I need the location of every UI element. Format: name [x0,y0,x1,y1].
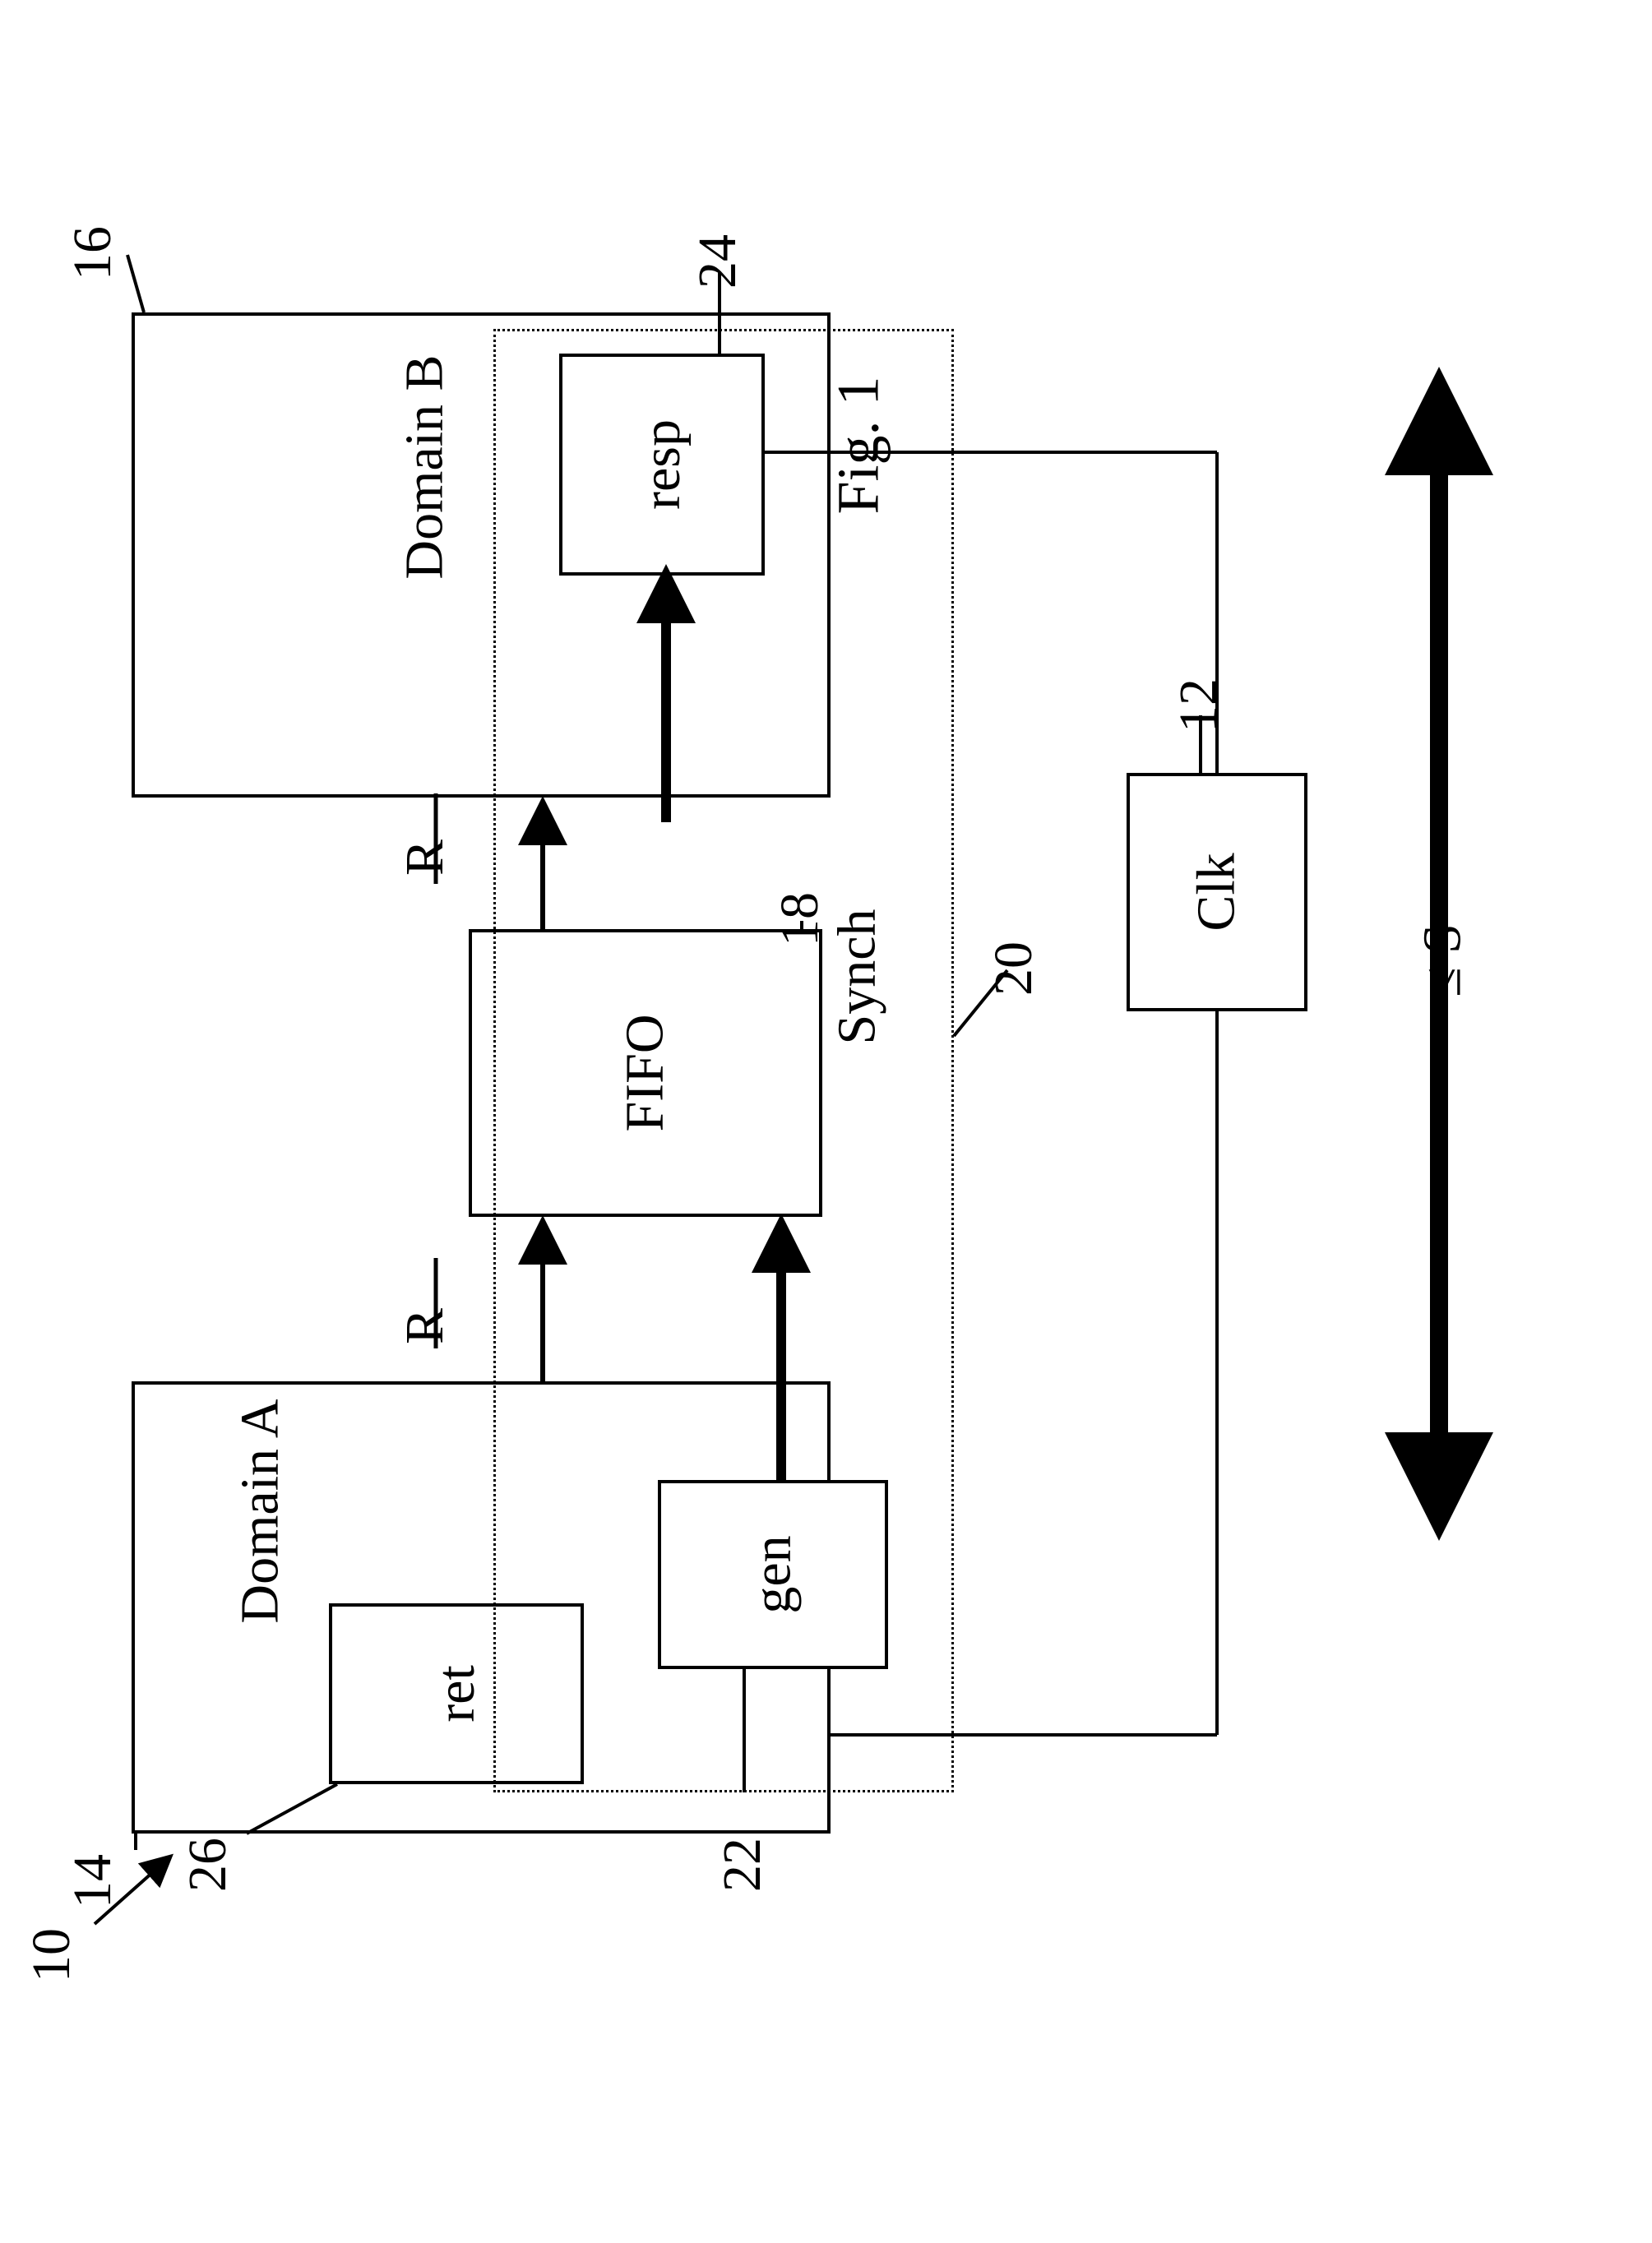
ref-22: 22 [711,1838,774,1892]
ref-20: 20 [983,941,1045,996]
r-label-left: R [394,1308,456,1344]
domain-a-label: Domain A [229,1399,292,1623]
clk-label: Clk [1186,853,1248,931]
domain-b-label: Domain B [394,354,456,579]
ref-24: 24 [687,234,749,289]
ref-16: 16 [62,226,124,280]
diagram-container: Fig. 1 Domain A ret gen Domain B resp FI… [0,0,1652,2243]
ref-10: 10 [21,1928,83,1982]
ref-26: 26 [177,1838,239,1892]
skew-label: ≤ S [1412,923,1474,997]
ref-12: 12 [1168,678,1230,733]
synch-box [493,329,954,1792]
ref-14: 14 [62,1854,124,1908]
clk-block: Clk [1127,773,1307,1011]
synch-label: Synch [826,909,889,1045]
ret-label: ret [425,1665,488,1723]
ref-18: 18 [769,892,831,946]
r-label-right: R [394,839,456,876]
